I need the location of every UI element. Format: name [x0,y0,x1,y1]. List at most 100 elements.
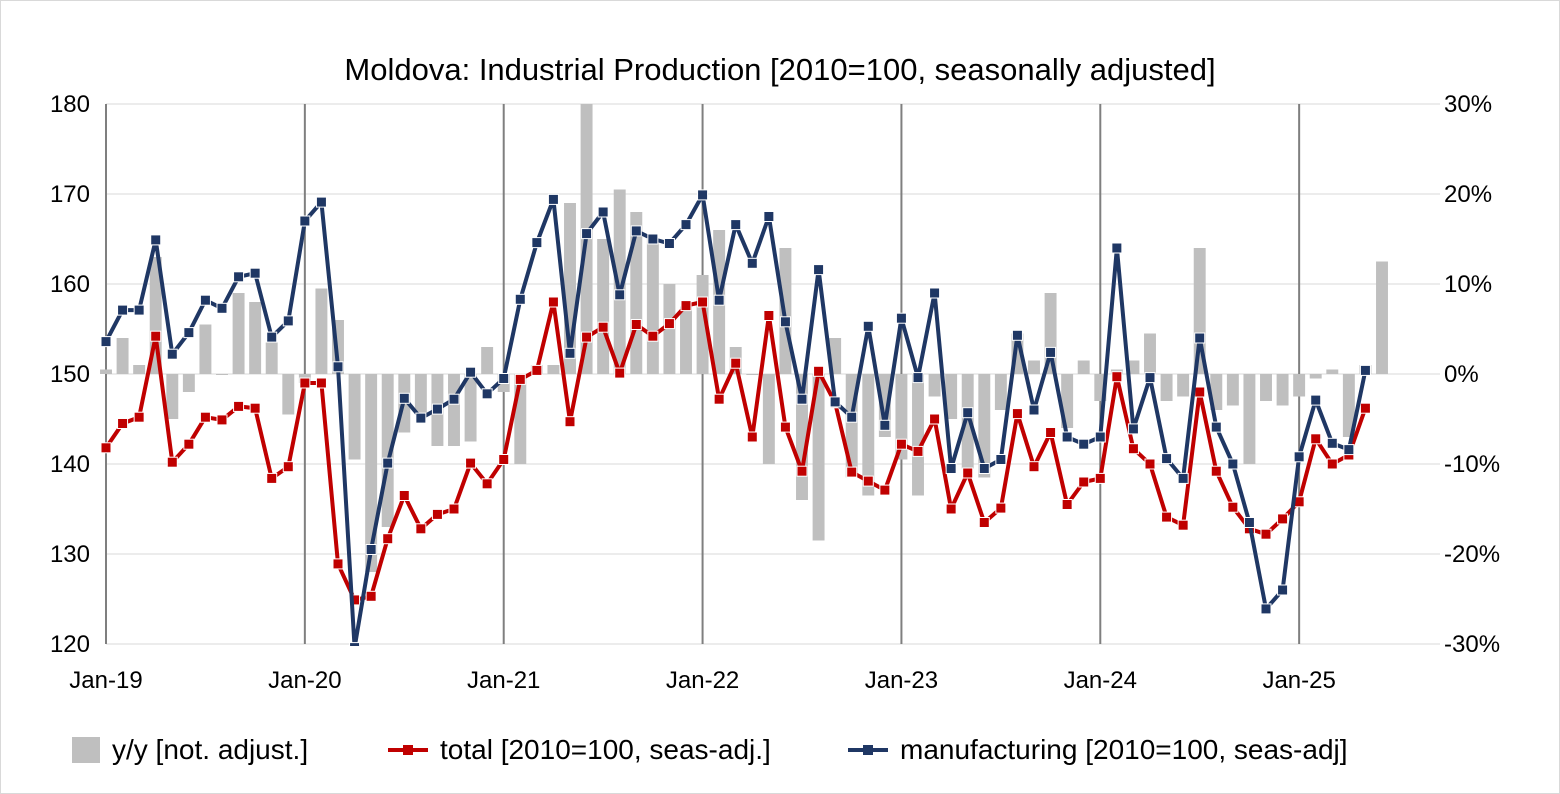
marker-total [216,414,228,426]
bar-yoy [315,288,328,374]
marker-manufacturing [1127,423,1139,435]
bar-yoy [1177,374,1190,397]
marker-manufacturing [796,393,808,405]
marker-manufacturing [349,642,361,646]
chart-title: Moldova: Industrial Production [2010=100… [344,52,1216,87]
y-left-tick-label: 130 [50,541,90,568]
marker-total [266,472,278,484]
marker-total [465,457,477,469]
marker-total [813,365,825,377]
bar-yoy [630,212,643,374]
bar-yoy [878,374,891,437]
marker-manufacturing [929,287,941,299]
marker-manufacturing [481,388,493,400]
marker-total [1011,408,1023,420]
marker-total [962,467,974,479]
marker-manufacturing [763,211,775,222]
y-right-tick-label: -20% [1444,541,1500,568]
y-right-tick-label: 20% [1444,181,1492,208]
marker-manufacturing [647,233,659,245]
marker-manufacturing [879,419,891,431]
marker-total [1177,519,1189,531]
bar-yoy [265,342,278,374]
marker-total [1094,472,1106,484]
marker-manufacturing [680,219,692,231]
marker-total [1111,371,1123,383]
legend-swatch-bar [72,737,100,763]
bar-yoy [199,324,212,374]
bar-yoy [646,239,659,374]
marker-manufacturing [266,331,278,343]
marker-total [183,438,195,450]
bar-yoy [1094,374,1107,401]
bar-yoy [547,365,560,374]
bar-yoy [978,374,991,478]
marker-total [1277,513,1289,525]
bar-yoy [414,374,427,415]
bar-yoy [928,374,941,397]
y-right-tick-label: 0% [1444,361,1479,388]
bar-yoy [845,374,858,478]
bar-yoy [1210,374,1223,410]
bar-yoy [746,374,759,375]
marker-total [531,364,543,376]
y-axis-right: -30% -20% -10% 0% 10% 20% 30% [1444,91,1500,658]
marker-total [680,300,692,312]
marker-manufacturing [465,366,477,378]
marker-total [1359,402,1371,414]
marker-manufacturing [779,316,791,328]
marker-total [1194,386,1206,398]
marker-total [895,438,907,450]
marker-manufacturing [614,289,626,301]
bar-yoy [1044,293,1057,374]
marker-manufacturing [597,206,609,218]
marker-total [481,478,493,490]
marker-total [746,431,758,443]
bar-yoy [100,369,112,374]
y-right-tick-label: 30% [1444,91,1492,118]
marker-manufacturing [862,320,874,332]
marker-manufacturing [365,544,377,555]
marker-total [1045,427,1057,438]
bar-yoy [133,365,146,374]
marker-total [233,400,245,412]
x-tick-label: Jan-19 [69,667,142,694]
marker-manufacturing [663,238,675,249]
marker-total [117,418,129,429]
marker-total [697,296,709,308]
marker-manufacturing [581,228,593,240]
marker-manufacturing [398,392,410,404]
marker-total [349,594,361,606]
marker-manufacturing [133,304,145,316]
legend-label-total: total [2010=100, seas-adj.] [440,734,771,765]
marker-total [862,475,874,487]
marker-manufacturing [216,302,228,314]
marker-total [547,296,559,308]
y-left-tick-label: 140 [50,451,90,478]
bar-yoy [680,306,692,374]
bar-yoy [1226,374,1239,406]
y-left-tick-label: 160 [50,271,90,298]
marker-manufacturing [315,196,327,208]
marker-manufacturing [713,294,725,306]
line-total [104,300,1368,602]
bar-yoy [1028,360,1040,374]
marker-total [514,373,526,385]
marker-manufacturing [962,407,974,419]
marker-manufacturing [895,312,907,324]
bar-yoy [1276,374,1289,406]
y-left-tick-label: 170 [50,181,90,208]
bar-yoy [1243,374,1256,464]
x-tick-label: Jan-20 [268,667,341,694]
bar-yoy [762,374,775,464]
marker-manufacturing [813,264,825,276]
bar-yoy [1309,374,1322,379]
marker-manufacturing [1161,453,1173,465]
marker-total [1144,458,1156,470]
marker-manufacturing [1028,404,1040,416]
marker-manufacturing [995,454,1007,465]
bar-yoy [1342,374,1355,437]
marker-manufacturing [829,396,841,408]
series-manufacturing [100,189,1371,646]
bar-yoy [1077,360,1090,374]
